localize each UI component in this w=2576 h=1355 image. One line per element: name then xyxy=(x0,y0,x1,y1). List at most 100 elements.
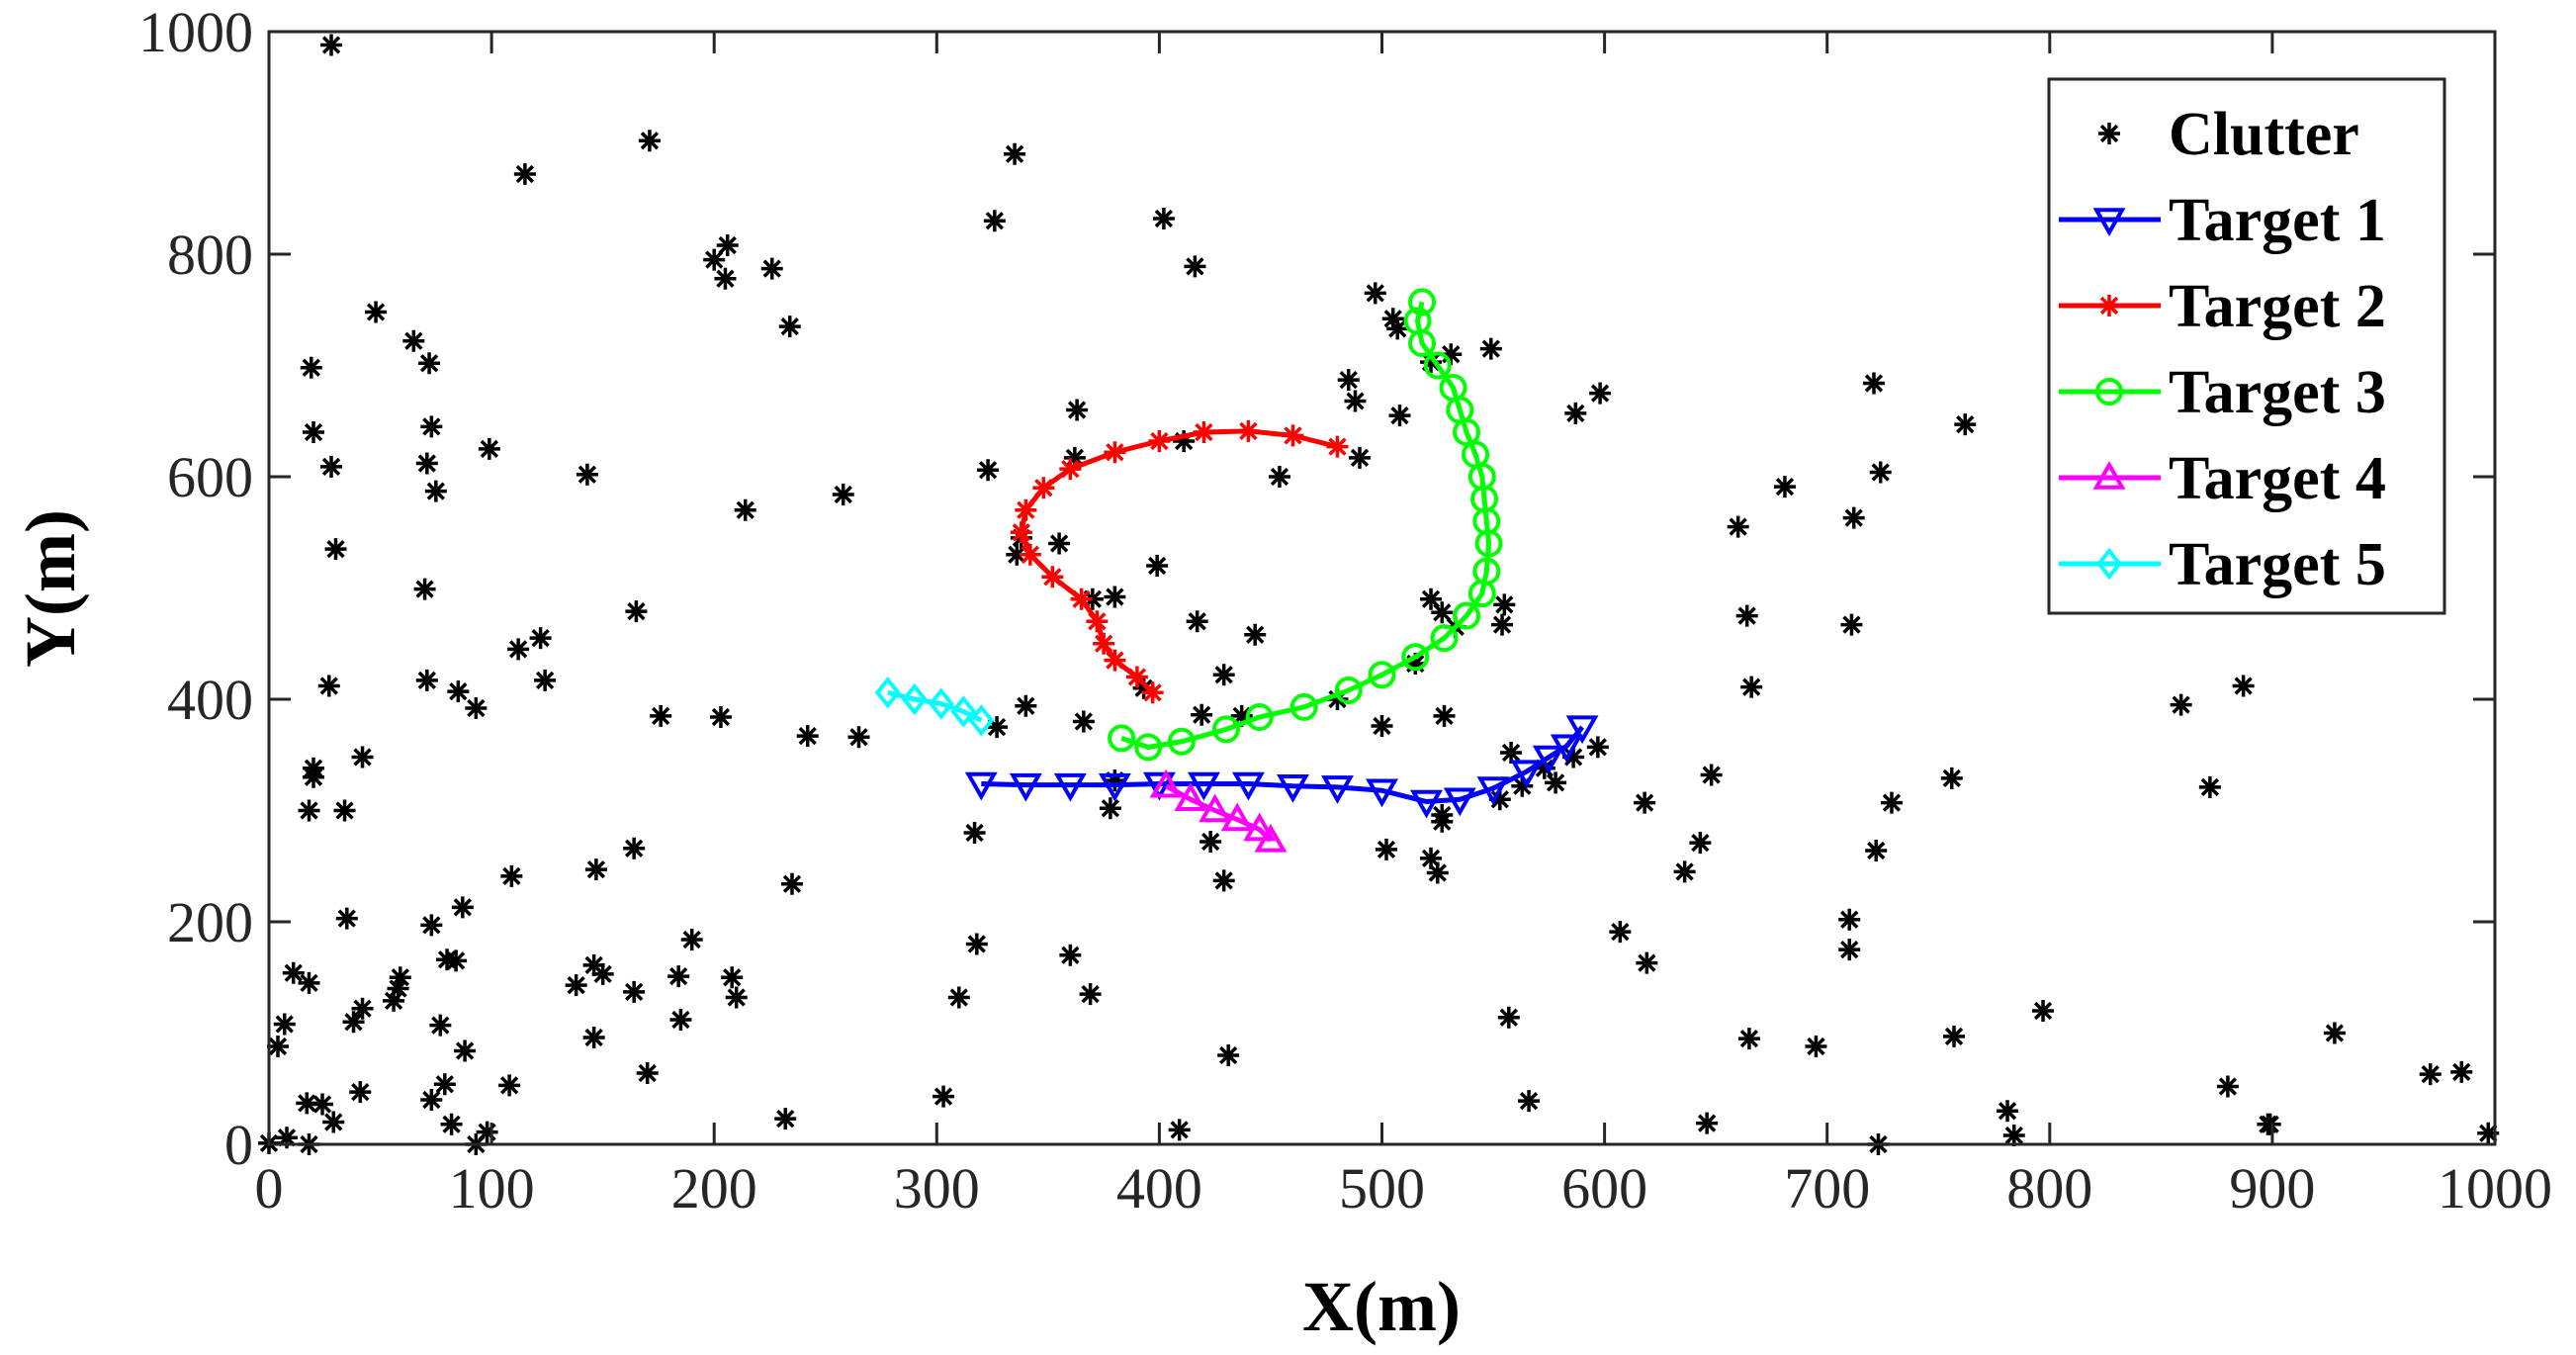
clutter-point-186 xyxy=(2232,675,2255,697)
x-tick-label: 500 xyxy=(1339,1156,1425,1220)
clutter-point-25 xyxy=(1564,402,1587,424)
marker-stroke xyxy=(353,999,372,1018)
marker-shape xyxy=(968,704,995,737)
series-3-point-13 xyxy=(1467,580,1496,608)
marker-stroke xyxy=(593,964,612,984)
clutter-point-78 xyxy=(1433,704,1456,727)
marker-stroke xyxy=(426,482,445,500)
clutter-point-77 xyxy=(1371,715,1393,737)
series-3-point-22 xyxy=(1167,727,1196,756)
clutter-point-28 xyxy=(420,415,443,438)
marker-stroke xyxy=(1008,545,1026,564)
marker-stroke xyxy=(1588,738,1608,757)
marker-stroke xyxy=(417,454,436,473)
y-tick-label: 800 xyxy=(167,223,253,287)
marker-stroke xyxy=(1061,459,1080,479)
series-2-point-4 xyxy=(1148,430,1171,452)
marker-stroke xyxy=(1739,1029,1759,1048)
series-1-point-2 xyxy=(1053,772,1087,802)
marker-stroke xyxy=(2218,1077,2238,1096)
marker-shape xyxy=(1423,351,1452,380)
marker-stroke xyxy=(1867,841,1886,860)
series-3-point-0 xyxy=(1408,288,1437,316)
marker-stroke xyxy=(965,823,984,843)
series-2-point-16 xyxy=(1125,666,1148,688)
marker-stroke xyxy=(638,1063,657,1083)
marker-stroke xyxy=(480,439,499,459)
marker-stroke xyxy=(762,259,781,278)
marker-stroke xyxy=(2099,124,2119,143)
marker-shape xyxy=(1453,601,1481,630)
marker-stroke xyxy=(268,1037,288,1056)
marker-stroke xyxy=(1501,743,1521,763)
y-axis-label: Y(m) xyxy=(11,509,90,668)
marker-shape xyxy=(1289,692,1318,721)
series-4-point-1 xyxy=(1174,782,1207,811)
clutter-point-96 xyxy=(963,822,986,844)
marker-stroke xyxy=(455,1041,475,1060)
clutter-point-8 xyxy=(716,234,739,256)
clutter-point-147 xyxy=(440,1113,463,1135)
marker-stroke xyxy=(467,698,486,718)
series-2-point-14 xyxy=(1093,632,1115,655)
marker-stroke xyxy=(351,1082,370,1102)
marker-stroke xyxy=(1072,589,1091,608)
clutter-point-165 xyxy=(1740,676,1763,698)
clutter-point-128 xyxy=(351,997,374,1020)
marker-stroke xyxy=(1106,587,1124,606)
clutter-point-11 xyxy=(778,316,801,338)
clutter-point-90 xyxy=(1426,861,1449,884)
marker-stroke xyxy=(625,982,644,1002)
marker-stroke xyxy=(1590,384,1610,403)
clutter-point-158 xyxy=(1634,791,1656,814)
marker-stroke xyxy=(1017,696,1035,715)
marker-stroke xyxy=(1339,370,1358,390)
series-1-point-1 xyxy=(1009,772,1042,802)
marker-stroke xyxy=(723,968,742,987)
clutter-point-15 xyxy=(300,356,322,379)
marker-stroke xyxy=(1170,1121,1189,1139)
clutter-point-53 xyxy=(1491,613,1514,636)
clutter-point-99 xyxy=(298,799,320,822)
clutter-point-189 xyxy=(2259,1113,2281,1135)
marker-stroke xyxy=(1246,625,1265,644)
marker-stroke xyxy=(2452,1062,2471,1082)
marker-shape xyxy=(1009,772,1042,802)
legend: Clutter Target 1 Target 2 Target 3 Target 4 T… xyxy=(2047,77,2446,615)
marker-stroke xyxy=(1094,634,1113,653)
marker-stroke xyxy=(586,859,606,879)
clutter-point-134 xyxy=(454,1039,477,1062)
clutter-point-24 xyxy=(1589,382,1612,405)
marker-stroke xyxy=(776,1109,795,1129)
clutter-point-156 xyxy=(1609,921,1632,944)
marker-stroke xyxy=(422,1090,441,1110)
y-tick-label: 1000 xyxy=(138,0,253,64)
series-1 xyxy=(964,715,1599,819)
clutter-point-111 xyxy=(1059,944,1082,966)
series-3-point-19 xyxy=(1289,692,1318,721)
marker-stroke xyxy=(1775,477,1795,497)
legend-entry-5: Target 5 xyxy=(2059,531,2386,598)
series-3-point-17 xyxy=(1368,661,1396,689)
clutter-point-174 xyxy=(1869,461,1892,484)
marker-stroke xyxy=(1049,534,1069,553)
marker-stroke xyxy=(849,728,868,747)
marker-stroke xyxy=(705,250,724,269)
marker-stroke xyxy=(2004,1126,2023,1145)
marker-shape xyxy=(1408,329,1437,357)
marker-stroke xyxy=(302,358,320,377)
clutter-point-22 xyxy=(1337,369,1360,392)
clutter-point-0 xyxy=(320,34,343,56)
marker-stroke xyxy=(1844,508,1863,527)
series-1-point-6 xyxy=(1231,771,1265,801)
x-tick-label: 100 xyxy=(449,1156,535,1220)
marker-shape xyxy=(1167,727,1196,756)
marker-stroke xyxy=(275,1015,294,1034)
series-2-point-6 xyxy=(1059,458,1082,481)
legend-entry-3: Target 3 xyxy=(2059,359,2386,426)
clutter-point-39 xyxy=(1268,466,1290,488)
legend-label: Target 3 xyxy=(2169,359,2386,426)
x-tick-label: 1000 xyxy=(2438,1156,2552,1220)
marker-stroke xyxy=(1017,500,1035,519)
clutter-point-27 xyxy=(303,421,325,443)
